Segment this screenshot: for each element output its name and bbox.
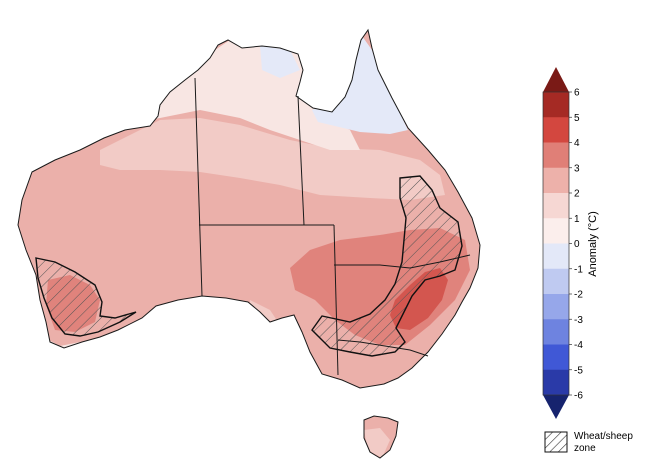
wheat-sheep-legend-label: Wheat/sheep zone xyxy=(574,431,646,455)
border-wa xyxy=(194,77,203,297)
colorbar-title: Anomaly (°C) xyxy=(587,211,599,277)
colorbar-tick-label: 6 xyxy=(574,88,580,99)
australia-temperature-anomaly-map xyxy=(17,29,481,459)
colorbar-tick-label: -4 xyxy=(574,340,583,351)
colorbar-segments xyxy=(543,92,569,396)
colorbar-segment xyxy=(543,193,569,219)
colorbar-segment xyxy=(543,243,569,270)
colorbar-segment xyxy=(543,344,569,371)
border-qld-nsw xyxy=(334,254,471,269)
border-nsw-vic xyxy=(337,339,429,357)
colorbar-tick-label: 4 xyxy=(574,138,580,149)
colorbar-tick-label: 5 xyxy=(574,113,580,124)
band-0-1 xyxy=(120,40,360,150)
colorbar-segment xyxy=(543,117,569,143)
band-below-0-cape-york xyxy=(312,36,408,134)
colorbar-top-arrow xyxy=(543,67,569,92)
colorbar-segment xyxy=(543,167,569,194)
colorbar-tick-label: -5 xyxy=(574,365,583,376)
colorbar-bottom-arrow xyxy=(543,395,569,419)
band-1-2 xyxy=(100,118,445,200)
band-below-0-arnhem xyxy=(260,46,300,78)
colorbar-tick-label: -6 xyxy=(574,391,583,402)
wheat-sheep-label-line2: zone xyxy=(574,443,596,454)
colorbar-segment xyxy=(543,294,569,320)
tasmania-coastline xyxy=(363,415,399,459)
wheat-sheep-swatch xyxy=(544,431,568,453)
band-4-5-nsw xyxy=(390,268,448,330)
colorbar-tick-label: 1 xyxy=(574,214,580,225)
colorbar-segment xyxy=(543,142,569,169)
colorbar-tick-label: 3 xyxy=(574,163,580,174)
wheat-sheep-zone-east xyxy=(311,175,463,357)
colorbar-tick-label: 2 xyxy=(574,189,580,200)
border-nt-qld xyxy=(297,95,305,226)
colorbar-tick-label: -2 xyxy=(574,290,583,301)
wheat-sheep-label-line1: Wheat/sheep xyxy=(574,431,633,442)
colorbar-tick-label: -1 xyxy=(574,264,583,275)
colorbar-ticks: 6 5 4 3 2 1 0 -1 -2 -3 -4 -5 -6 xyxy=(569,88,583,402)
colorbar-segment xyxy=(543,92,569,118)
state-borders xyxy=(194,77,471,376)
wheat-sheep-zone-west xyxy=(35,257,137,337)
colorbar-tick-label: 0 xyxy=(574,239,580,250)
colorbar-segment xyxy=(543,369,569,396)
colorbar-segment xyxy=(543,268,569,295)
border-sa-east xyxy=(333,224,339,376)
colorbar-segment xyxy=(543,218,569,244)
colorbar-segment xyxy=(543,319,569,345)
colorbar-tick-label: -3 xyxy=(574,315,583,326)
